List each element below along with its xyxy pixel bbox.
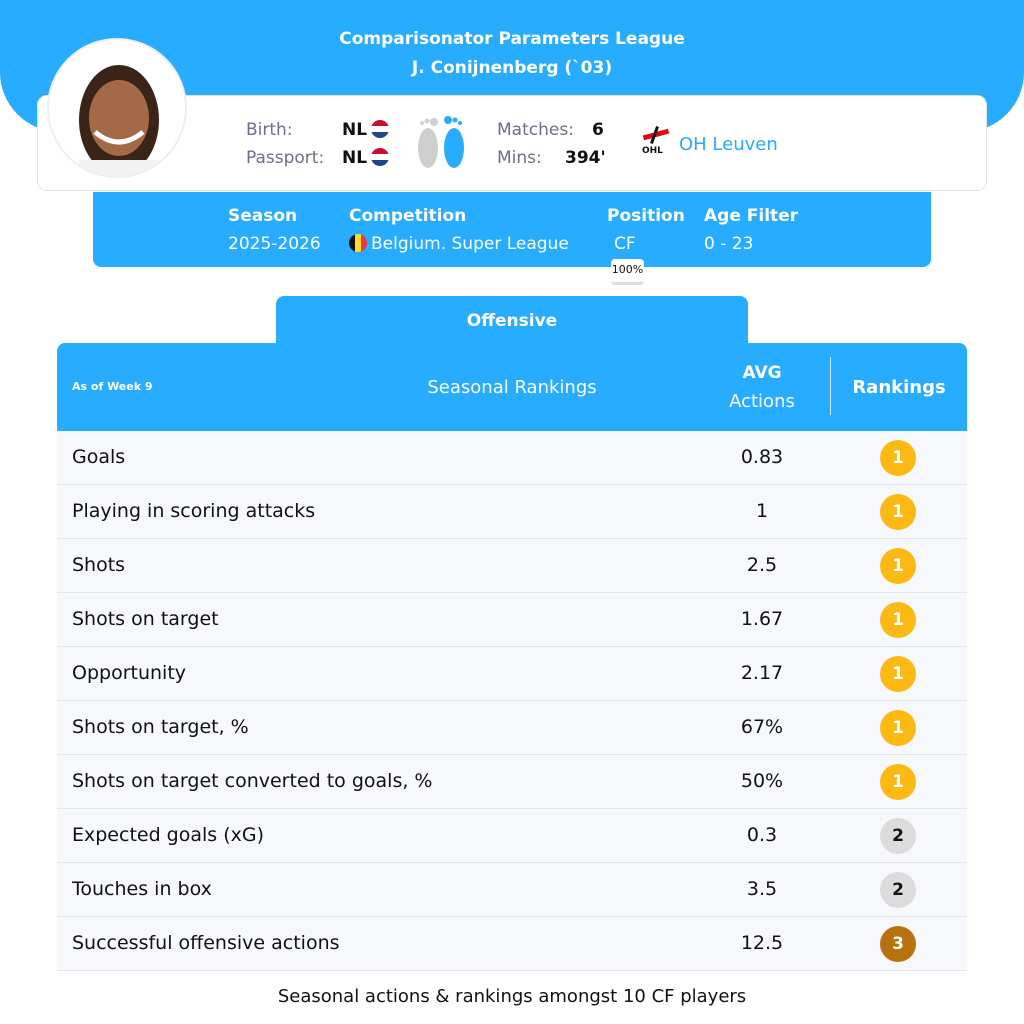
header-divider bbox=[830, 357, 831, 415]
feet-icon bbox=[418, 116, 464, 168]
week-label: As of Week 9 bbox=[72, 380, 153, 393]
table-row: Playing in scoring attacks 1 1 bbox=[57, 485, 967, 539]
age-filter-value[interactable]: 0 - 23 bbox=[704, 234, 754, 254]
filter-bar: Season 2025-2026 Competition Belgium. Su… bbox=[93, 192, 931, 267]
rank-badge: 1 bbox=[880, 602, 916, 638]
avatar bbox=[47, 38, 187, 178]
table-row: Successful offensive actions 12.5 3 bbox=[57, 917, 967, 971]
metric-avg: 0.3 bbox=[746, 824, 778, 846]
rank-badge: 1 bbox=[880, 440, 916, 476]
season-value[interactable]: 2025-2026 bbox=[228, 234, 321, 254]
passport-label: Passport: bbox=[246, 148, 325, 168]
actions-label: Actions bbox=[729, 391, 795, 412]
competition-label: Competition bbox=[349, 206, 467, 226]
page-title: Comparisonator Parameters League bbox=[339, 29, 685, 49]
table-row: Touches in box 3.5 2 bbox=[57, 863, 967, 917]
netherlands-flag-icon bbox=[371, 120, 390, 138]
age-filter-label: Age Filter bbox=[704, 206, 799, 226]
metric-name: Opportunity bbox=[72, 662, 187, 684]
rankings-label: Rankings bbox=[852, 377, 946, 398]
rank-badge: 2 bbox=[880, 872, 916, 908]
position-value[interactable]: CF bbox=[614, 234, 636, 254]
footer-note: Seasonal actions & rankings amongst 10 C… bbox=[277, 986, 747, 1007]
metric-name: Shots on target bbox=[72, 608, 219, 630]
table-row: Expected goals (xG) 0.3 2 bbox=[57, 809, 967, 863]
table-row: Goals 0.83 1 bbox=[57, 431, 967, 485]
matches-value: 6 bbox=[592, 120, 604, 140]
netherlands-flag-icon bbox=[371, 148, 390, 166]
metric-avg: 3.5 bbox=[746, 878, 778, 900]
rank-badge: 2 bbox=[880, 818, 916, 854]
position-percentage: 100% bbox=[611, 259, 644, 285]
passport-value: NL bbox=[342, 148, 390, 168]
season-label: Season bbox=[228, 206, 298, 226]
player-name: J. Conijnenberg (`03) bbox=[411, 58, 613, 78]
rankings-table: As of Week 9 Seasonal Rankings AVG Actio… bbox=[57, 343, 967, 971]
metric-name: Goals bbox=[72, 446, 126, 468]
table-row: Shots on target converted to goals, % 50… bbox=[57, 755, 967, 809]
metric-avg: 1 bbox=[755, 500, 769, 522]
metric-name: Expected goals (xG) bbox=[72, 824, 265, 846]
rank-badge: 1 bbox=[880, 764, 916, 800]
table-row: Shots on target 1.67 1 bbox=[57, 593, 967, 647]
metric-avg: 50% bbox=[740, 770, 784, 792]
metric-avg: 0.83 bbox=[740, 446, 784, 468]
metric-name: Playing in scoring attacks bbox=[72, 500, 316, 522]
position-label: Position bbox=[607, 206, 685, 226]
metric-name: Successful offensive actions bbox=[72, 932, 340, 954]
mins-value: 394' bbox=[565, 148, 606, 168]
metric-avg: 67% bbox=[740, 716, 784, 738]
matches-label: Matches: bbox=[497, 120, 574, 140]
metric-name: Shots on target converted to goals, % bbox=[72, 770, 433, 792]
club-logo: OHL bbox=[639, 124, 671, 164]
table-row: Opportunity 2.17 1 bbox=[57, 647, 967, 701]
avg-label: AVG bbox=[742, 363, 782, 383]
rank-badge: 1 bbox=[880, 710, 916, 746]
birth-value: NL bbox=[342, 120, 390, 140]
metric-name: Touches in box bbox=[72, 878, 212, 900]
metric-name: Shots bbox=[72, 554, 126, 576]
birth-label: Birth: bbox=[246, 120, 293, 140]
metric-avg: 2.17 bbox=[740, 662, 784, 684]
competition-value[interactable]: Belgium. Super League bbox=[349, 234, 569, 254]
mins-label: Mins: bbox=[497, 148, 542, 168]
table-row: Shots on target, % 67% 1 bbox=[57, 701, 967, 755]
rank-badge: 1 bbox=[880, 548, 916, 584]
belgium-flag-icon bbox=[349, 234, 367, 252]
club-name[interactable]: OH Leuven bbox=[679, 134, 778, 155]
table-header: As of Week 9 Seasonal Rankings AVG Actio… bbox=[57, 343, 967, 431]
metric-avg: 1.67 bbox=[740, 608, 784, 630]
metric-avg: 12.5 bbox=[740, 932, 784, 954]
metric-name: Shots on target, % bbox=[72, 716, 249, 738]
table-row: Shots 2.5 1 bbox=[57, 539, 967, 593]
tab-offensive[interactable]: Offensive bbox=[276, 296, 748, 346]
profile-card: Birth: NL Passport: NL Matches: 6 Mins: … bbox=[37, 95, 987, 191]
rank-badge: 1 bbox=[880, 656, 916, 692]
rank-badge: 3 bbox=[880, 926, 916, 962]
rank-badge: 1 bbox=[880, 494, 916, 530]
table-title: Seasonal Rankings bbox=[427, 377, 597, 398]
metric-avg: 2.5 bbox=[746, 554, 778, 576]
